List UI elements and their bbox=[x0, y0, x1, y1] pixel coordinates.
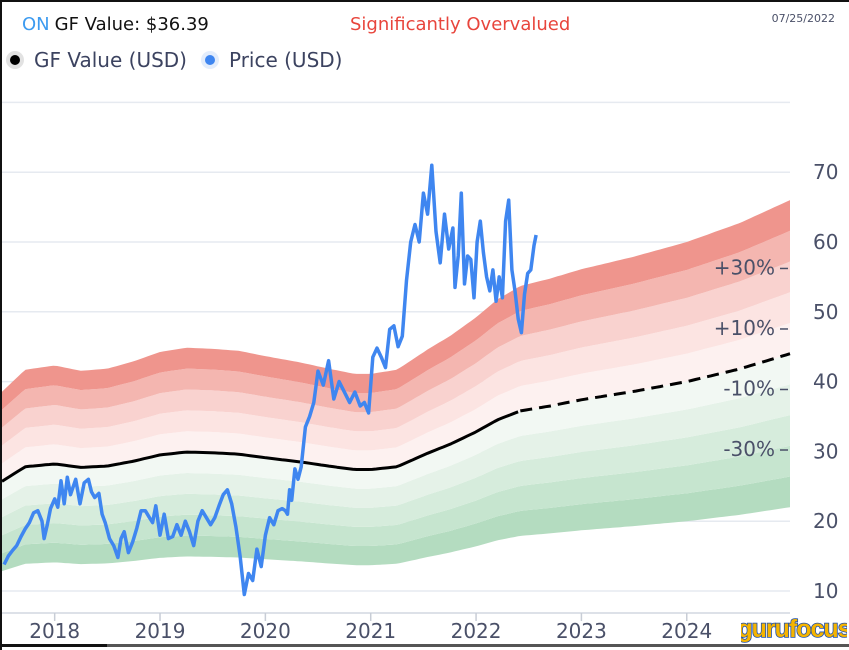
valuation-band bbox=[2, 353, 790, 500]
gf-value-line bbox=[1, 410, 519, 483]
band-labels: +30% +10% -10% -30% bbox=[714, 255, 788, 461]
y-tick-label: 50 bbox=[813, 300, 838, 324]
y-tick-label: 20 bbox=[813, 509, 838, 533]
chart-legend: GF Value (USD) Price (USD) bbox=[10, 48, 360, 72]
x-tick-label: 2022 bbox=[451, 619, 502, 643]
y-tick-label: 60 bbox=[813, 230, 838, 254]
legend-label: Price (USD) bbox=[228, 48, 343, 72]
x-tick-label: 2021 bbox=[345, 619, 396, 643]
price-line bbox=[2, 163, 538, 597]
valuation-band bbox=[2, 200, 790, 410]
gf-value-header: ON GF Value: $36.39 bbox=[22, 14, 209, 35]
x-tick-labels: 2018 2019 2020 2021 2022 2023 2024 bbox=[29, 619, 712, 643]
x-tick-label: 2018 bbox=[29, 619, 80, 643]
y-tick-label: 70 bbox=[813, 160, 838, 184]
legend-label: GF Value (USD) bbox=[34, 48, 187, 72]
gf-value-projection-line bbox=[520, 352, 791, 413]
legend-dot-icon bbox=[10, 55, 20, 65]
bottom-border-accent bbox=[0, 644, 107, 647]
gf-value-text: GF Value: $36.39 bbox=[54, 14, 209, 35]
valuation-band bbox=[2, 476, 790, 572]
logo-text: gurufocus bbox=[741, 615, 847, 643]
y-tick-label: 40 bbox=[813, 370, 838, 394]
valuation-band bbox=[2, 323, 790, 482]
band-label: -10% bbox=[723, 376, 775, 400]
y-tick-label: 10 bbox=[813, 579, 838, 603]
y-tick-label: 30 bbox=[813, 439, 838, 463]
valuation-band bbox=[2, 261, 790, 446]
valuation-band bbox=[2, 230, 790, 428]
legend-item-price[interactable]: Price (USD) bbox=[204, 48, 343, 72]
bottom-border bbox=[0, 644, 849, 647]
legend-dot-icon bbox=[204, 55, 215, 65]
valuation-bands bbox=[2, 200, 790, 572]
band-label: +10% bbox=[714, 316, 775, 340]
valuation-band bbox=[2, 292, 790, 464]
ticker-symbol[interactable]: ON bbox=[22, 14, 50, 35]
series-lines bbox=[1, 163, 791, 597]
valuation-status: Significantly Overvalued bbox=[350, 14, 571, 35]
x-axis bbox=[2, 612, 790, 621]
valuation-band bbox=[2, 415, 790, 536]
legend-item-gf-value[interactable]: GF Value (USD) bbox=[10, 48, 187, 72]
x-tick-label: 2024 bbox=[661, 619, 712, 643]
gurufocus-logo[interactable]: gurufocus bbox=[741, 612, 847, 644]
band-label: +30% bbox=[714, 255, 775, 279]
x-tick-label: 2023 bbox=[556, 619, 607, 643]
valuation-band bbox=[2, 384, 790, 518]
y-axis: 10 20 30 40 50 60 70 bbox=[813, 160, 838, 603]
as-of-date: 07/25/2022 bbox=[771, 12, 835, 25]
valuation-band bbox=[2, 445, 790, 554]
x-tick-label: 2020 bbox=[240, 619, 291, 643]
band-label: -30% bbox=[723, 437, 775, 461]
x-tick-label: 2019 bbox=[135, 619, 186, 643]
